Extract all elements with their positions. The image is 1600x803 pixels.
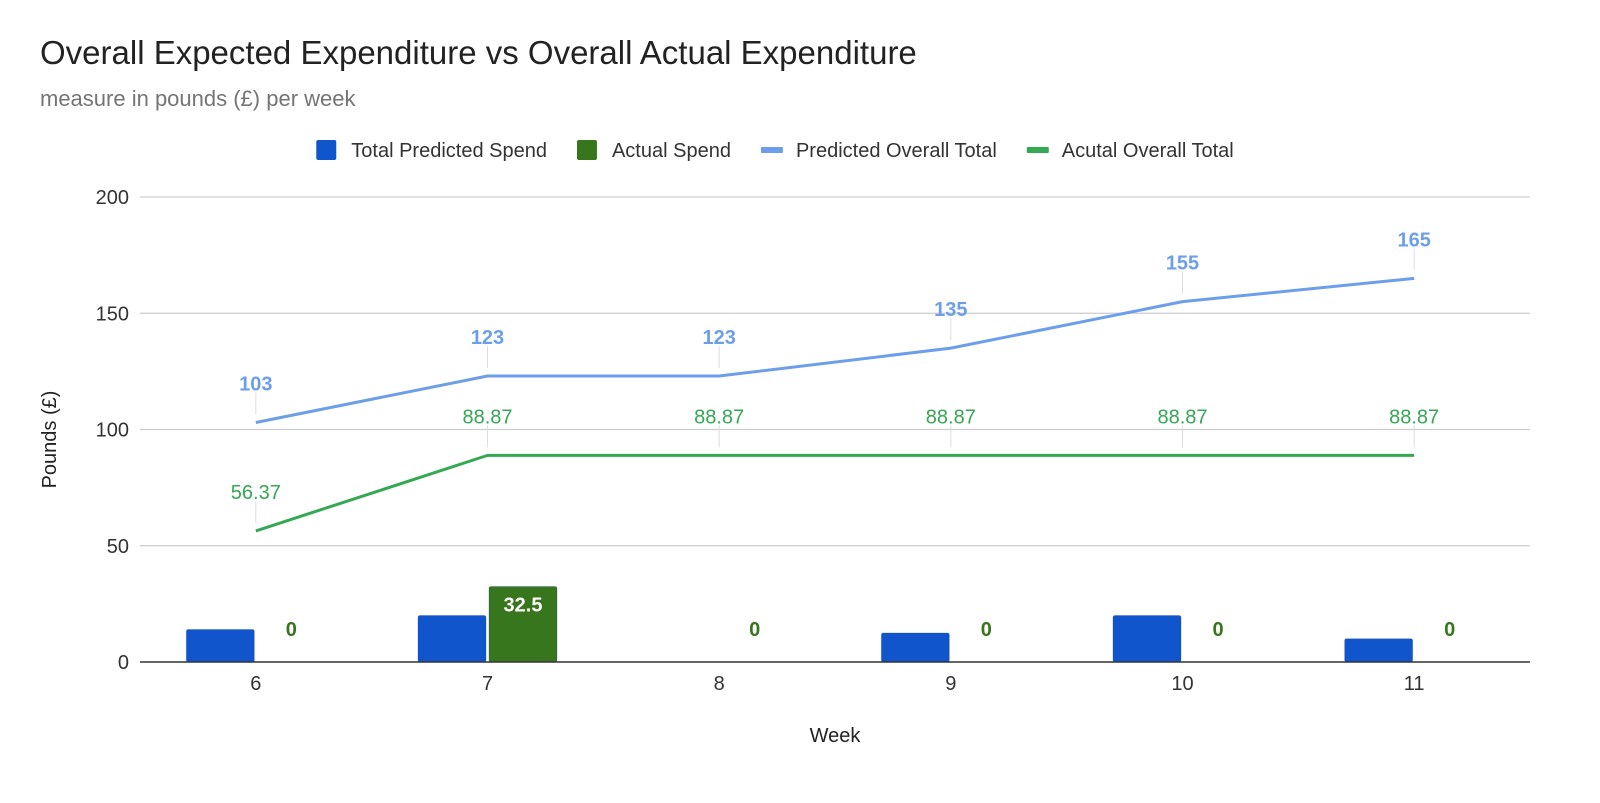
bar-total-predicted-spend <box>1112 615 1182 663</box>
legend-swatch <box>1026 147 1049 153</box>
label-leaders <box>255 248 1415 523</box>
line-data-label: 88.87 <box>462 406 512 428</box>
bar-data-label: 32.5 <box>504 594 543 616</box>
y-tick-label: 50 <box>107 536 129 558</box>
x-tick-label: 8 <box>714 673 725 695</box>
bar-data-label: 0 <box>749 619 760 641</box>
legend-label: Acutal Overall Total <box>1062 140 1234 162</box>
y-tick-label: 200 <box>96 187 129 209</box>
y-axis-ticks: 0 50 100 150 200 <box>96 187 129 674</box>
x-tick-label: 6 <box>250 673 261 695</box>
bar-total-predicted-spend <box>1344 638 1414 663</box>
line-data-label: 165 <box>1397 229 1430 251</box>
line-data-label: 88.87 <box>694 406 744 428</box>
bar-data-label: 0 <box>286 619 297 641</box>
x-tick-label: 9 <box>945 673 956 695</box>
legend-label: Actual Spend <box>612 140 731 162</box>
x-tick-label: 11 <box>1404 673 1425 695</box>
bar-data-label: 0 <box>981 619 992 641</box>
legend-swatch <box>760 147 783 153</box>
chart-title: Overall Expected Expenditure vs Overall … <box>40 34 917 71</box>
legend-swatch <box>316 140 337 160</box>
line-acutal-overall-total <box>255 453 1415 533</box>
legend-item: Total Predicted Spend <box>316 140 547 162</box>
legend-item: Actual Spend <box>576 140 731 162</box>
line-data-label: 155 <box>1166 253 1199 275</box>
series-lines <box>255 276 1415 533</box>
line-data-label: 103 <box>239 374 272 396</box>
line-data-label: 88.87 <box>926 406 976 428</box>
line-data-label: 123 <box>471 327 504 349</box>
x-axis-title: Week <box>810 725 862 747</box>
legend-item: Acutal Overall Total <box>1026 140 1234 162</box>
y-tick-label: 100 <box>96 420 129 442</box>
line-data-label: 135 <box>934 299 967 321</box>
x-tick-label: 7 <box>482 673 493 695</box>
legend-label: Predicted Overall Total <box>796 140 997 162</box>
legend-label: Total Predicted Spend <box>351 140 547 162</box>
line-data-label: 56.37 <box>231 482 281 504</box>
line-data-label: 88.87 <box>1389 406 1439 428</box>
bar-total-predicted-spend <box>185 628 255 663</box>
x-axis-ticks: 6 7 8 9 10 11 <box>250 673 1424 695</box>
y-tick-label: 150 <box>96 303 129 325</box>
bars <box>185 585 1414 663</box>
chart-subtitle: measure in pounds (£) per week <box>40 86 356 111</box>
legend-swatch <box>576 140 597 160</box>
y-axis-title: Pounds (£) <box>39 391 61 489</box>
line-data-label: 123 <box>702 327 735 349</box>
x-tick-label: 10 <box>1171 673 1193 695</box>
bar-total-predicted-spend <box>417 615 487 663</box>
bar-data-label: 0 <box>1444 619 1455 641</box>
legend: Total Predicted Spend Actual Spend Predict… <box>316 140 1234 162</box>
bar-data-label: 0 <box>1212 619 1223 641</box>
y-tick-label: 0 <box>118 652 129 674</box>
line-predicted-overall-total <box>255 276 1415 424</box>
data-labels: 0 32.5 0 0 0 0 103 123 123 135 155 165 56.37 88.87 88.… <box>231 229 1455 641</box>
gridlines <box>140 196 1530 547</box>
legend-item: Predicted Overall Total <box>760 140 997 162</box>
line-data-label: 88.87 <box>1157 406 1207 428</box>
bar-total-predicted-spend <box>880 632 950 663</box>
